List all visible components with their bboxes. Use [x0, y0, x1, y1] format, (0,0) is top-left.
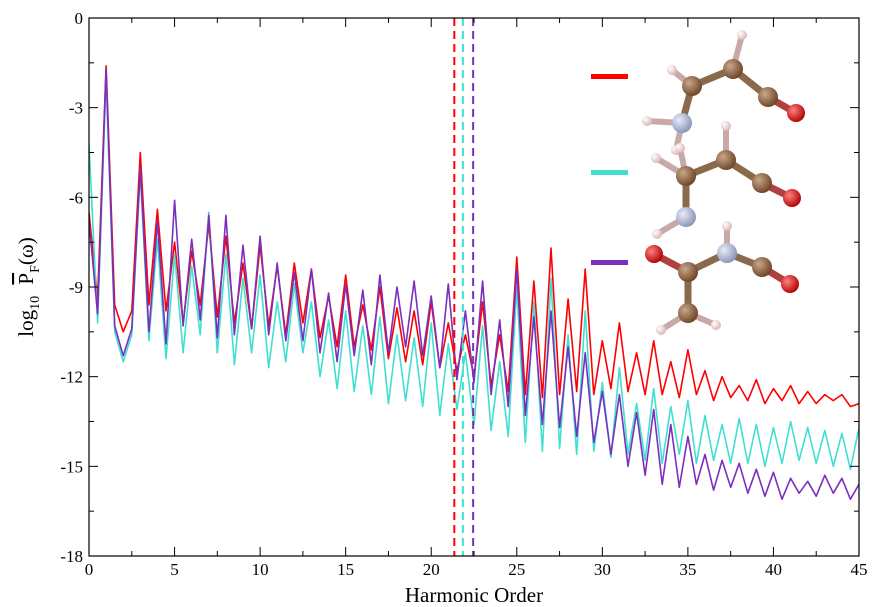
x-tick-label: 0	[85, 560, 94, 579]
x-tick-label: 5	[170, 560, 179, 579]
y-tick-label: -18	[60, 547, 83, 566]
y-tick-label: -6	[69, 188, 83, 207]
x-tick-label: 10	[252, 560, 269, 579]
cutoff-lines	[453, 18, 475, 556]
molecule-1-image	[642, 30, 805, 155]
y-tick-label: -15	[60, 457, 83, 476]
y-axis-title-arg: (ω)	[14, 237, 38, 265]
y-axis-title-main: P	[14, 273, 38, 285]
svg-text:log10 PF(ω): log10 PF(ω)	[14, 237, 43, 336]
y-axis-title-sub2: F	[28, 265, 43, 273]
molecule-3-image	[645, 221, 799, 335]
x-tick-label: 45	[851, 560, 868, 579]
molecule-2-image	[651, 121, 801, 239]
y-tick-label: -12	[60, 368, 83, 387]
legend-swatch-purple	[591, 260, 628, 265]
y-axis-title-base: log	[14, 309, 38, 336]
x-tick-label: 25	[508, 560, 525, 579]
y-tick-label: -3	[69, 99, 83, 118]
x-axis-title: Harmonic Order	[405, 583, 543, 607]
x-tick-label: 35	[679, 560, 696, 579]
x-tick-label: 20	[423, 560, 440, 579]
y-axis-title: log10 PF(ω)	[14, 237, 43, 336]
x-tick-label: 30	[594, 560, 611, 579]
y-axis-title-sub1: 10	[28, 296, 43, 310]
legend	[591, 74, 628, 265]
legend-swatch-turquoise	[591, 170, 628, 175]
legend-swatch-red	[591, 74, 628, 79]
y-tick-label: -9	[69, 278, 83, 297]
x-tick-label: 15	[337, 560, 354, 579]
y-tick-label: 0	[75, 9, 84, 28]
x-tick-label: 40	[765, 560, 782, 579]
axis-ticks: 0 5 10 15 20 25 30 35 40 45 0 -3 -6 -9 -12 -15 -18	[60, 9, 867, 579]
